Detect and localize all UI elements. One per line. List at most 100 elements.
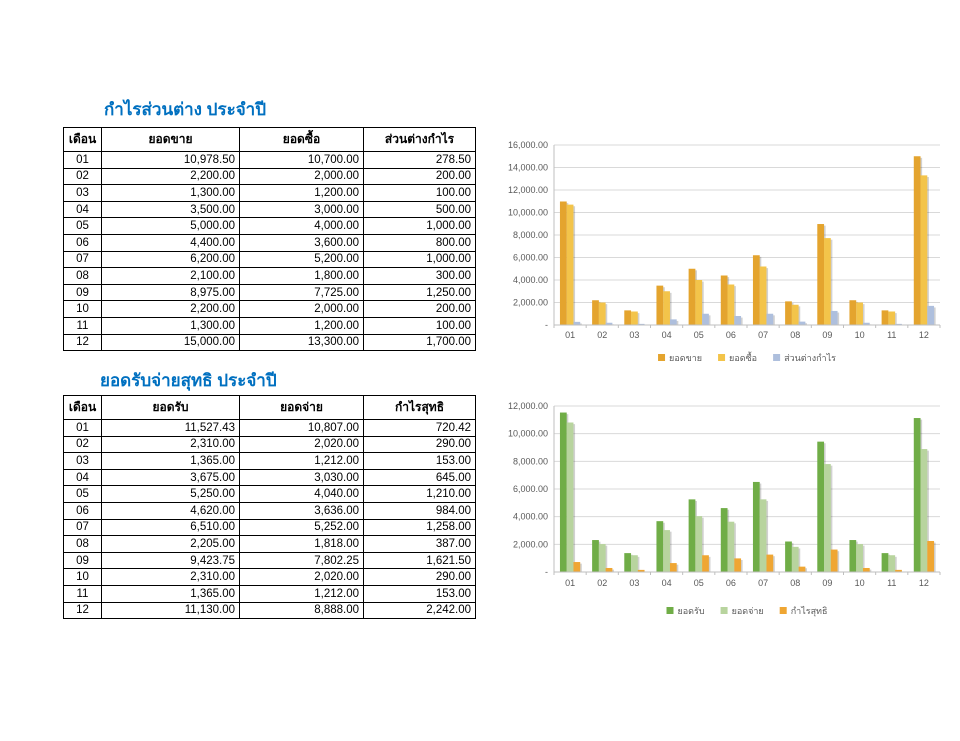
bar <box>688 268 696 325</box>
bar <box>663 291 670 325</box>
header-row: เดือน ยอดขาย ยอดซื้อ ส่วนต่างกำไร <box>63 127 476 152</box>
x-category-label: 07 <box>758 330 768 340</box>
value-cell: 15,000.00 <box>101 333 240 352</box>
bar <box>856 544 863 572</box>
table-row: 06 4,400.00 3,600.00 800.00 <box>63 233 476 252</box>
y-tick-label: 2,000.00 <box>513 298 548 308</box>
bar <box>920 449 928 572</box>
month-cell: 03 <box>63 452 102 470</box>
x-category-label: 01 <box>565 330 575 340</box>
value-cell: 2,100.00 <box>101 267 240 285</box>
value-cell: 6,510.00 <box>101 518 240 537</box>
legend-label: ส่วนต่างกำไร <box>784 353 836 363</box>
column-header: ยอดซื้อ <box>239 127 364 152</box>
table-row: 06 4,620.00 3,636.00 984.00 <box>63 501 476 520</box>
x-category-label: 10 <box>855 330 865 340</box>
bar <box>759 266 767 325</box>
x-category-label: 12 <box>919 578 929 588</box>
value-cell: 2,200.00 <box>101 300 240 318</box>
y-tick-label: 16,000.00 <box>508 140 548 150</box>
value-cell: 7,725.00 <box>239 283 364 302</box>
value-cell: 3,000.00 <box>239 200 364 219</box>
column-header: เดือน <box>63 127 102 152</box>
bar <box>598 302 606 325</box>
table-row: 11 1,365.00 1,212.00 153.00 <box>63 584 476 603</box>
month-cell: 10 <box>63 568 102 586</box>
value-cell: 1,258.00 <box>363 518 476 537</box>
month-cell: 12 <box>63 333 102 352</box>
bar <box>605 567 613 572</box>
bar <box>637 323 645 325</box>
table-row: 02 2,200.00 2,000.00 200.00 <box>63 167 476 186</box>
legend-swatch <box>666 607 674 614</box>
value-cell: 6,200.00 <box>101 250 240 269</box>
column-header: ส่วนต่างกำไร <box>363 127 476 152</box>
bar-chart: - 2,000.00 4,000.00 6,000.00 8,000.00 10,000.… <box>508 401 941 617</box>
bar <box>727 284 735 325</box>
value-cell: 5,000.00 <box>101 217 240 235</box>
month-cell: 06 <box>63 501 102 520</box>
value-cell: 984.00 <box>363 501 476 520</box>
table-row: 10 2,200.00 2,000.00 200.00 <box>63 300 476 318</box>
table-row: 05 5,250.00 4,040.00 1,210.00 <box>63 485 476 503</box>
bar <box>913 418 921 572</box>
value-cell: 7,802.25 <box>239 551 364 570</box>
value-cell: 1,818.00 <box>239 535 364 553</box>
legend-item: ยอดขาย <box>658 353 702 363</box>
value-cell: 2,200.00 <box>101 167 240 186</box>
bar <box>791 304 799 325</box>
bar <box>695 280 703 325</box>
month-cell: 02 <box>63 435 102 454</box>
value-cell: 2,020.00 <box>239 435 364 454</box>
value-cell: 1,200.00 <box>239 184 364 202</box>
x-category-label: 10 <box>855 578 865 588</box>
bar-chart: - 2,000.00 4,000.00 6,000.00 8,000.00 10,000.… <box>508 140 941 363</box>
value-cell: 2,310.00 <box>101 435 240 454</box>
legend-swatch <box>779 607 787 614</box>
legend-label: ยอดซื้อ <box>729 351 757 363</box>
value-cell: 153.00 <box>363 584 476 603</box>
value-cell: 3,600.00 <box>239 233 364 252</box>
table-row: 02 2,310.00 2,020.00 290.00 <box>63 435 476 454</box>
x-category-label: 02 <box>597 578 607 588</box>
value-cell: 2,020.00 <box>239 568 364 586</box>
value-cell: 300.00 <box>363 267 476 285</box>
y-tick-label: - <box>545 567 548 577</box>
bar <box>573 321 581 325</box>
bar <box>631 311 638 325</box>
value-cell: 3,030.00 <box>239 468 364 487</box>
month-cell: 12 <box>63 601 102 620</box>
value-cell: 1,212.00 <box>239 584 364 603</box>
value-cell: 4,000.00 <box>239 217 364 235</box>
month-cell: 05 <box>63 485 102 503</box>
bar <box>817 441 825 572</box>
legend-item: ยอดซื้อ <box>718 351 757 363</box>
y-tick-label: 10,000.00 <box>508 208 548 218</box>
value-cell: 10,700.00 <box>239 151 364 169</box>
value-cell: 2,310.00 <box>101 568 240 586</box>
column-header: ยอดจ่าย <box>239 395 364 420</box>
bar <box>656 285 664 325</box>
x-category-label: 05 <box>694 330 704 340</box>
bar <box>637 569 645 572</box>
value-cell: 2,000.00 <box>239 167 364 186</box>
bar <box>573 562 581 572</box>
table-row: 03 1,365.00 1,212.00 153.00 <box>63 452 476 470</box>
table-row: 08 2,205.00 1,818.00 387.00 <box>63 535 476 553</box>
x-category-label: 01 <box>565 578 575 588</box>
x-category-label: 12 <box>919 330 929 340</box>
value-cell: 200.00 <box>363 300 476 318</box>
value-cell: 10,807.00 <box>239 419 364 437</box>
bar <box>888 555 896 572</box>
value-cell: 8,888.00 <box>239 601 364 620</box>
legend-swatch <box>720 607 728 614</box>
bar <box>592 540 599 572</box>
value-cell: 800.00 <box>363 233 476 252</box>
value-cell: 13,300.00 <box>239 333 364 352</box>
x-category-label: 03 <box>629 330 639 340</box>
value-cell: 100.00 <box>363 316 476 335</box>
y-tick-label: 4,000.00 <box>513 512 548 522</box>
y-tick-label: 6,000.00 <box>513 484 548 494</box>
legend-label: ยอดขาย <box>669 353 702 363</box>
